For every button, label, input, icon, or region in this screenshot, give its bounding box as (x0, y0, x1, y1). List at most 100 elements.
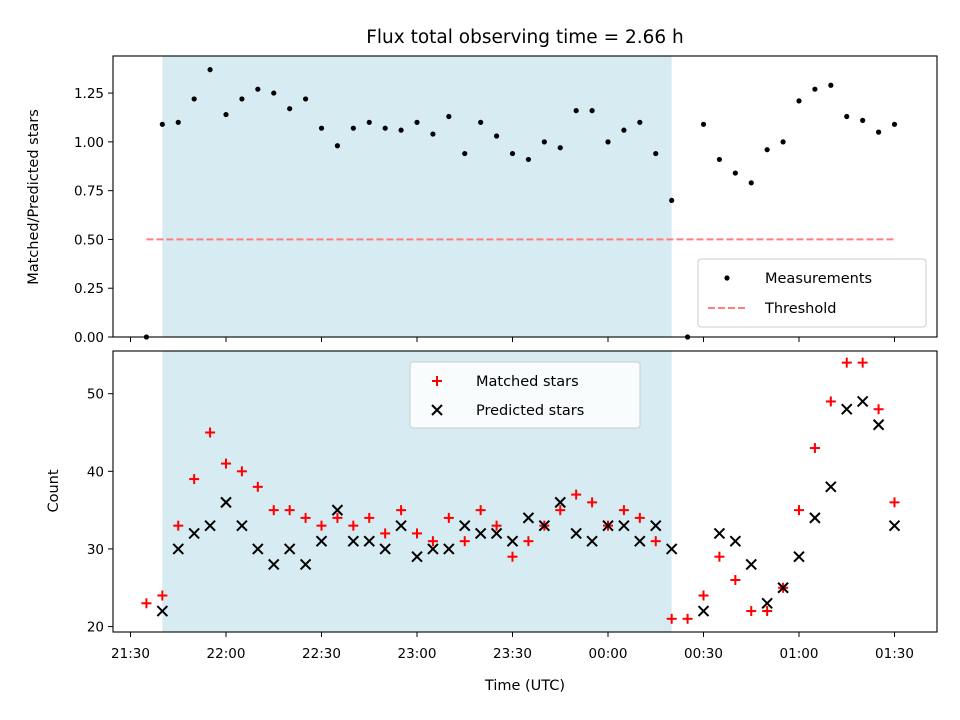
y-tick-label: 0.75 (74, 184, 104, 200)
matched-star-point (189, 474, 200, 485)
matched-star-point (650, 536, 661, 547)
matched-star-point (300, 512, 311, 523)
measurement-points (143, 67, 898, 340)
predicted-star-point (188, 527, 200, 540)
measurement-point (653, 150, 659, 157)
bottom-x-ticks: 21:30 22:00 22:30 23:00 23:30 00:00 00:30 01:00… (111, 632, 914, 662)
cross-b (268, 558, 280, 571)
predicted-star-point (411, 550, 423, 563)
cross-b (761, 597, 773, 609)
matched-star-point (236, 466, 247, 477)
predicted-star-point (283, 543, 296, 555)
measurement-point (159, 121, 165, 127)
cross-b (888, 519, 901, 532)
legend-predicted-label: Predicted stars (476, 403, 584, 419)
measurement-point (430, 131, 436, 137)
legend-frame (697, 258, 927, 328)
legend-measurements-label: Measurements (765, 271, 872, 287)
top-y-axis-label: Matched/Predicted stars (26, 109, 42, 285)
measurement-point (812, 86, 818, 92)
matched-star-point (889, 497, 900, 508)
matched-star-point (634, 512, 645, 523)
matched-star-point (666, 613, 677, 624)
predicted-star-point (602, 519, 614, 532)
cross-b (204, 519, 216, 532)
matched-star-point (173, 520, 184, 531)
shaded-span-rect (162, 56, 672, 337)
measurement-point (446, 113, 452, 120)
top-shaded-span (162, 56, 672, 337)
cross-b (777, 582, 789, 594)
y-tick-label: 30 (87, 542, 104, 558)
bottom-plot-frame (112, 350, 938, 633)
predicted-star-point (459, 519, 471, 532)
matched-star-point (252, 481, 263, 492)
predicted-star-point (443, 543, 455, 555)
cross-b (570, 527, 582, 540)
matched-star-point (268, 505, 279, 516)
cross-b (379, 543, 391, 555)
predicted-star-point (745, 558, 757, 571)
cross-b (395, 519, 407, 532)
measurement-point (462, 150, 468, 157)
predicted-star-point (825, 481, 837, 493)
predicted-star-point (490, 527, 503, 540)
matched-star-point (507, 551, 518, 562)
matched-star-point (157, 590, 168, 601)
matched-star-point (427, 536, 438, 547)
predicted-star-point (220, 496, 232, 509)
cross-b (252, 543, 264, 555)
cross-b (650, 519, 662, 532)
measurement-point (509, 150, 516, 157)
cross-b (522, 512, 535, 524)
measurement-point (748, 180, 754, 186)
cross-b (490, 527, 503, 540)
top-panel: 0.00 0.25 0.50 0.75 1.00 1.25 Flux total obse… (26, 27, 938, 346)
measurement-point (637, 119, 643, 125)
chart-title: Flux total observing time = 2.66 h (366, 27, 684, 48)
matched-star-point (364, 512, 375, 523)
cross-b (156, 605, 169, 617)
x-axis-label: Time (UTC) (484, 678, 565, 694)
bottom-legend: Matched stars Predicted stars (409, 361, 641, 429)
predicted-star-point (474, 527, 487, 540)
predicted-star-point (347, 535, 360, 547)
predicted-star-point (331, 504, 344, 516)
cross-b (459, 519, 471, 532)
measurement-point (844, 113, 850, 120)
matched-star-point (475, 505, 486, 516)
x-tick-label: 00:30 (684, 646, 723, 662)
measurement-point (271, 90, 277, 96)
measurement-point (621, 127, 627, 133)
cross-b (745, 558, 757, 571)
predicted-star-point (618, 519, 630, 532)
matched-star-point (587, 497, 598, 508)
measurement-point (541, 139, 547, 145)
cross-b (602, 519, 614, 532)
measurement-point (175, 119, 181, 125)
cross-b (236, 519, 248, 532)
predicted-star-point (268, 558, 280, 571)
legend-measurements-marker (724, 275, 730, 281)
cross-b (506, 535, 519, 547)
matched-star-point (555, 505, 566, 516)
predicted-star-point (793, 550, 805, 563)
cross-b (586, 535, 598, 547)
x-tick-label: 01:30 (875, 646, 914, 662)
x-tick-label: 22:30 (302, 646, 341, 662)
y-tick-label: 1.00 (74, 135, 104, 151)
measurement-point (366, 119, 372, 125)
measurement-point (573, 108, 579, 114)
cross-b (363, 535, 375, 547)
cross-b (443, 543, 455, 555)
measurement-point (493, 133, 500, 139)
measurement-point (716, 156, 723, 163)
measurement-point (223, 111, 229, 118)
measurement-point (605, 139, 611, 145)
matched-star-point (714, 551, 725, 562)
cross-b (872, 419, 885, 431)
y-tick-label: 0.50 (74, 232, 104, 248)
predicted-stars-points (156, 395, 901, 617)
matched-star-point (380, 528, 391, 539)
